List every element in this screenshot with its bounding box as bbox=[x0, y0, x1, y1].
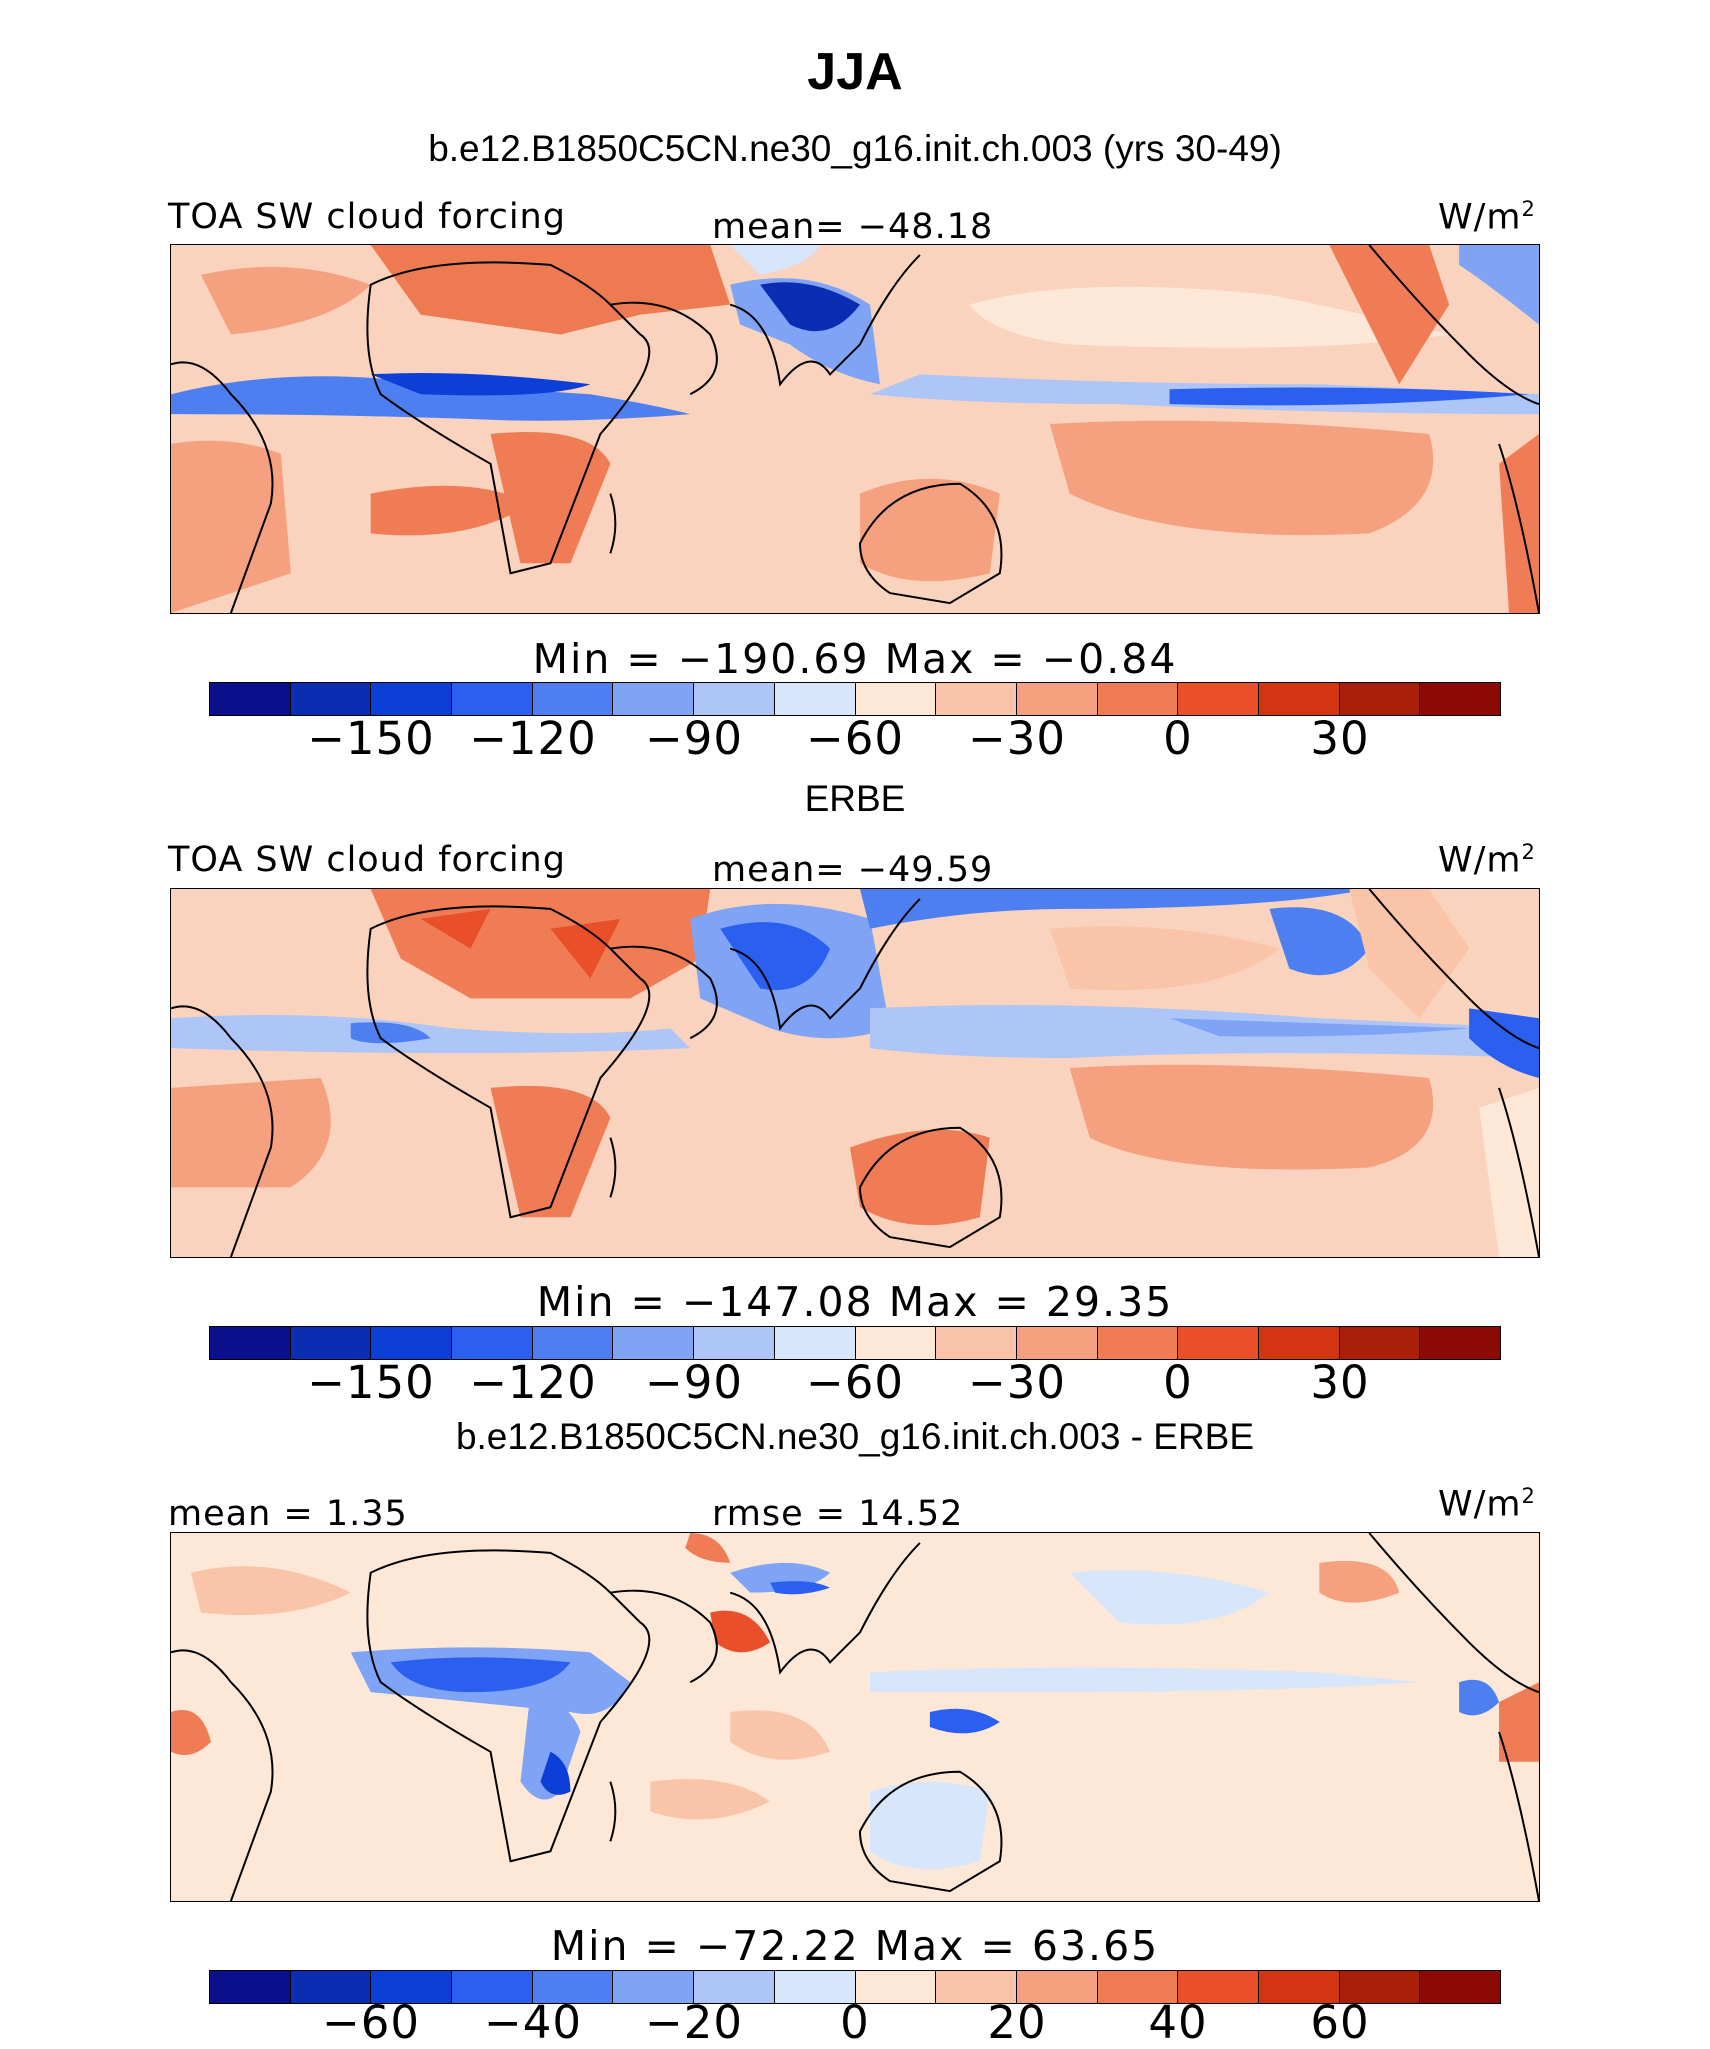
panel-1-colorbar bbox=[209, 682, 1501, 716]
panel-2-colorbar bbox=[209, 1326, 1501, 1360]
colorbar-cell bbox=[774, 1971, 856, 2003]
colorbar-cell bbox=[1097, 683, 1179, 715]
colorbar-tick-label: −40 bbox=[484, 1996, 582, 2049]
colorbar-cell bbox=[1339, 683, 1421, 715]
panel-2-min-max: Min = −147.08 Max = 29.35 bbox=[536, 1278, 1174, 1326]
colorbar-cell bbox=[613, 683, 695, 715]
panel-1-min-max: Min = −190.69 Max = −0.84 bbox=[532, 635, 1178, 683]
colorbar-tick-label: −20 bbox=[645, 1996, 743, 2049]
colorbar-cell bbox=[1420, 683, 1500, 715]
colorbar-cell bbox=[694, 1327, 775, 1359]
colorbar-cell bbox=[694, 683, 775, 715]
colorbar-cell bbox=[936, 683, 1017, 715]
colorbar-tick-label: −60 bbox=[806, 712, 904, 765]
colorbar-cell bbox=[936, 1971, 1017, 2003]
panel-2-mean-label: mean= −49.59 bbox=[712, 850, 994, 890]
colorbar-cell bbox=[1097, 1327, 1179, 1359]
colorbar-cell bbox=[1178, 1327, 1259, 1359]
colorbar-cell bbox=[371, 1327, 453, 1359]
panel-3-mean-label: mean = 1.35 bbox=[168, 1494, 408, 1534]
colorbar-cell bbox=[855, 1327, 937, 1359]
panel-1-variable-label: TOA SW cloud forcing bbox=[168, 197, 566, 237]
colorbar-cell bbox=[774, 683, 856, 715]
colorbar-cell bbox=[371, 1971, 453, 2003]
colorbar-cell bbox=[290, 1971, 372, 2003]
colorbar-cell bbox=[1178, 1971, 1259, 2003]
colorbar-tick-label: −90 bbox=[645, 712, 743, 765]
colorbar-cell bbox=[613, 1327, 695, 1359]
colorbar-tick-label: −30 bbox=[968, 712, 1066, 765]
colorbar-cell bbox=[1016, 683, 1098, 715]
panel-3-units: W/m2 bbox=[1438, 1484, 1536, 1525]
colorbar-cell bbox=[1339, 1971, 1421, 2003]
colorbar-cell bbox=[532, 1327, 614, 1359]
colorbar-tick-label: 30 bbox=[1310, 1356, 1370, 1409]
colorbar-cell bbox=[1258, 1971, 1340, 2003]
colorbar-tick-label: −60 bbox=[806, 1356, 904, 1409]
colorbar-tick-label: −150 bbox=[307, 1356, 435, 1409]
colorbar-tick-label: 0 bbox=[1163, 712, 1193, 765]
panel-3-colorbar bbox=[209, 1970, 1501, 2004]
panel-2-variable-label: TOA SW cloud forcing bbox=[168, 840, 566, 880]
figure-title: JJA bbox=[807, 43, 903, 101]
colorbar-cell bbox=[855, 683, 937, 715]
colorbar-tick-label: −30 bbox=[968, 1356, 1066, 1409]
colorbar-cell bbox=[1258, 683, 1340, 715]
colorbar-cell bbox=[532, 1971, 614, 2003]
colorbar-cell bbox=[210, 683, 291, 715]
panel-1-heading: b.e12.B1850C5CN.ne30_g16.init.ch.003 (yr… bbox=[428, 128, 1282, 169]
colorbar-tick-label: 60 bbox=[1310, 1996, 1370, 2049]
panel-2-heading: ERBE bbox=[804, 778, 906, 819]
colorbar-tick-label: 40 bbox=[1148, 1996, 1208, 2049]
panel-2-units: W/m2 bbox=[1438, 840, 1536, 881]
panel-1-mean-label: mean= −48.18 bbox=[712, 207, 994, 247]
colorbar-cell bbox=[936, 1327, 1017, 1359]
colorbar-cell bbox=[1178, 683, 1259, 715]
colorbar-cell bbox=[1420, 1327, 1500, 1359]
colorbar-tick-label: −60 bbox=[322, 1996, 420, 2049]
colorbar-tick-label: −120 bbox=[469, 712, 597, 765]
colorbar-cell bbox=[452, 683, 533, 715]
colorbar-cell bbox=[694, 1971, 775, 2003]
colorbar-cell bbox=[1016, 1971, 1098, 2003]
colorbar-cell bbox=[452, 1327, 533, 1359]
colorbar-tick-label: 0 bbox=[840, 1996, 870, 2049]
colorbar-tick-label: −90 bbox=[645, 1356, 743, 1409]
colorbar-tick-label: 30 bbox=[1310, 712, 1370, 765]
colorbar-tick-label: −150 bbox=[307, 712, 435, 765]
colorbar-cell bbox=[532, 683, 614, 715]
colorbar-cell bbox=[1016, 1327, 1098, 1359]
colorbar-cell bbox=[855, 1971, 937, 2003]
panel-2-map bbox=[170, 888, 1540, 1258]
panel-3-heading: b.e12.B1850C5CN.ne30_g16.init.ch.003 - E… bbox=[455, 1416, 1255, 1457]
colorbar-cell bbox=[1339, 1327, 1421, 1359]
colorbar-cell bbox=[613, 1971, 695, 2003]
colorbar-cell bbox=[452, 1971, 533, 2003]
colorbar-cell bbox=[210, 1971, 291, 2003]
panel-1-map bbox=[170, 244, 1540, 614]
colorbar-tick-label: 0 bbox=[1163, 1356, 1193, 1409]
panel-1-units: W/m2 bbox=[1438, 197, 1536, 238]
colorbar-tick-label: −120 bbox=[469, 1356, 597, 1409]
colorbar-cell bbox=[1097, 1971, 1179, 2003]
colorbar-cell bbox=[371, 683, 453, 715]
colorbar-cell bbox=[1258, 1327, 1340, 1359]
panel-3-rmse-label: rmse = 14.52 bbox=[712, 1494, 964, 1534]
colorbar-tick-label: 20 bbox=[987, 1996, 1047, 2049]
colorbar-cell bbox=[210, 1327, 291, 1359]
colorbar-cell bbox=[290, 1327, 372, 1359]
colorbar-cell bbox=[290, 683, 372, 715]
colorbar-cell bbox=[774, 1327, 856, 1359]
panel-3-min-max: Min = −72.22 Max = 63.65 bbox=[550, 1922, 1160, 1970]
colorbar-cell bbox=[1420, 1971, 1500, 2003]
panel-3-map bbox=[170, 1532, 1540, 1902]
